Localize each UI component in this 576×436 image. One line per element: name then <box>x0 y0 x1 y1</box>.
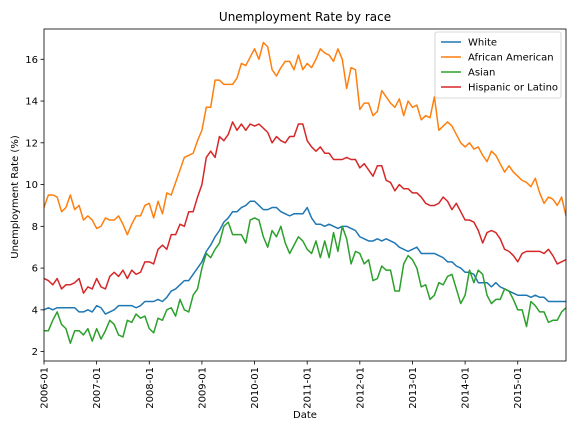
series-line-hispanic-or-latino <box>44 121 566 294</box>
y-tick-label: 2 <box>32 347 38 358</box>
y-tick-label: 16 <box>25 55 38 66</box>
series-line-african-american <box>44 41 566 236</box>
y-tick-label: 8 <box>32 222 38 233</box>
x-tick-label: 2014-01 <box>461 367 472 409</box>
series-line-asian <box>44 217 566 344</box>
plot-frame <box>43 28 567 362</box>
series-line-white <box>44 200 566 315</box>
x-axis: 2006-01 2007-01 2008-01 2009-01 2010-01 2011-… <box>40 361 524 409</box>
x-tick-label: 2009-01 <box>197 367 208 409</box>
y-tick-label: 14 <box>25 97 38 108</box>
legend-label-white: White <box>468 38 497 49</box>
x-tick-label: 2013-01 <box>408 367 419 409</box>
x-tick-label: 2008-01 <box>145 367 156 409</box>
y-tick-label: 12 <box>25 138 38 149</box>
x-tick-label: 2010-01 <box>250 367 261 409</box>
x-tick-label: 2006-01 <box>40 367 51 409</box>
x-tick-label: 2011-01 <box>303 367 314 409</box>
legend-box <box>434 31 562 99</box>
y-tick-label: 10 <box>25 180 38 191</box>
y-tick-label: 4 <box>32 305 38 316</box>
series-lines <box>44 41 566 344</box>
legend: White African American Asian Hispanic or La… <box>434 31 562 99</box>
y-tick-label: 6 <box>32 264 38 275</box>
chart-title: Unemployment Rate by race <box>219 10 391 24</box>
legend-label-asian: Asian <box>468 68 495 79</box>
x-tick-label: 2012-01 <box>355 367 366 409</box>
y-axis: 2 4 6 8 10 12 14 16 <box>25 55 44 358</box>
x-tick-label: 2007-01 <box>92 367 103 409</box>
x-tick-label: 2015-01 <box>513 367 524 409</box>
legend-label-hispanic-or-latino: Hispanic or Latino <box>468 83 558 94</box>
x-axis-title: Date <box>293 410 317 421</box>
legend-label-african-american: African American <box>468 53 554 64</box>
y-axis-title: Unemployment Rate (%) <box>10 135 21 259</box>
